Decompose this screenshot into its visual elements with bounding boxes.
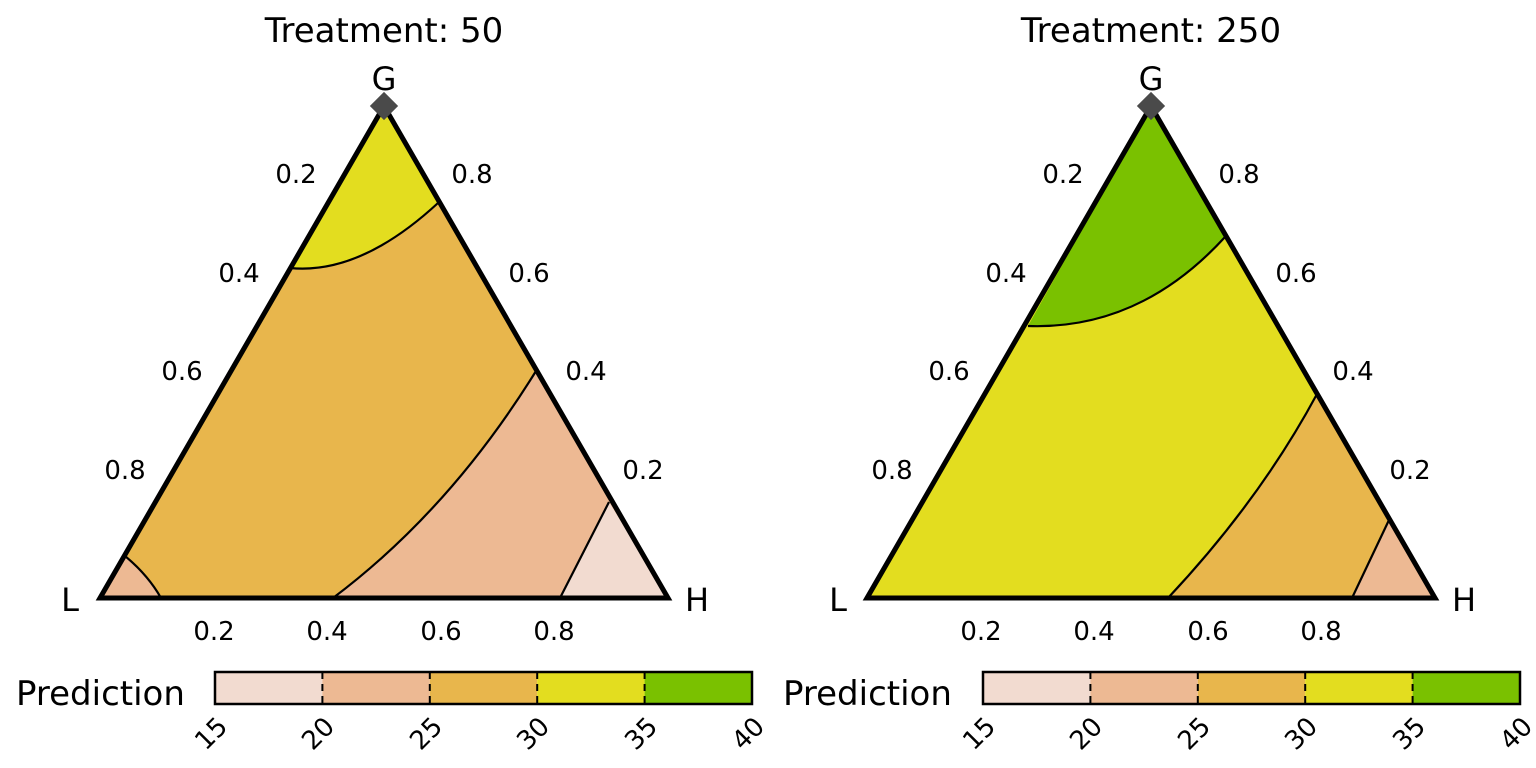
vertex-label-left: L: [61, 581, 79, 619]
legend-tick-label: 20: [1064, 712, 1109, 757]
triangle-border: [862, 100, 1440, 601]
tick-label-left: 0.8: [871, 456, 912, 486]
region-25-30: [1168, 394, 1435, 598]
tick-label-right: 0.2: [622, 456, 663, 486]
tick-label-bottom: 0.2: [193, 617, 234, 647]
vertex-label-right: H: [685, 581, 709, 619]
vertex-label-right: H: [1452, 581, 1476, 619]
legend-swatch: [537, 672, 645, 704]
legend-swatch: [1197, 672, 1306, 704]
legend-tick-label: 25: [1172, 712, 1217, 757]
region-35-40: [1028, 106, 1225, 327]
tick-label-bottom: 0.8: [533, 617, 574, 647]
contour-line: [332, 370, 537, 599]
legend-tick-label: 25: [404, 712, 449, 757]
legend-tick-label: 35: [1387, 712, 1432, 757]
region-20-25: [1352, 520, 1435, 598]
contour-line: [124, 555, 162, 599]
legend-tick-label: 20: [296, 712, 341, 757]
tick-label-bottom: 0.8: [1300, 617, 1341, 647]
region-20-25: [333, 371, 668, 598]
vertex-label-top: G: [1139, 60, 1164, 98]
panel-title: Treatment: 250: [1020, 11, 1281, 51]
legend-swatch: [1305, 672, 1413, 704]
legend-tick-label: 35: [619, 712, 664, 757]
vertex-label-left: L: [829, 581, 847, 619]
tick-label-left: 0.6: [928, 357, 969, 387]
tick-label-right: 0.6: [508, 259, 549, 289]
panel-title: Treatment: 50: [264, 11, 504, 51]
tick-label-right: 0.8: [1218, 160, 1259, 190]
region-15-20: [560, 502, 668, 598]
tick-label-left: 0.8: [104, 456, 145, 486]
contour-line: [289, 202, 439, 270]
contour-line: [1027, 236, 1226, 328]
tick-label-left: 0.4: [218, 259, 259, 289]
tick-label-bottom: 0.4: [1073, 617, 1114, 647]
marked-point-diamond: [1136, 91, 1166, 121]
legend: Prediction 15 20 25 30 35 40: [783, 670, 1536, 757]
legend: Prediction 15 20 25 30 35 40: [16, 670, 771, 757]
tick-label-left: 0.2: [275, 160, 316, 190]
legend-title: Prediction: [783, 674, 952, 714]
vertex-label-top: G: [372, 60, 397, 98]
legend-swatch: [215, 672, 323, 704]
contour-line: [1167, 393, 1318, 599]
legend-tick-label: 40: [1494, 712, 1536, 757]
legend-title: Prediction: [16, 674, 185, 714]
tick-label-right: 0.6: [1275, 259, 1316, 289]
legend-frame: [213, 670, 754, 706]
legend-swatch: [644, 672, 752, 704]
legend-tick-label: 30: [511, 712, 556, 757]
tick-label-right: 0.4: [1332, 357, 1373, 387]
tick-label-bottom: 0.6: [1187, 617, 1228, 647]
legend-tick-label: 15: [189, 712, 234, 757]
tick-label-bottom: 0.4: [306, 617, 347, 647]
ternary-panel-treatment-250: Treatment: 250 G L H 0.2 0.4 0.6 0.8 0.8…: [783, 11, 1536, 756]
legend-swatch: [322, 672, 430, 704]
legend-swatch: [1090, 672, 1198, 704]
tick-label-right: 0.4: [565, 357, 606, 387]
legend-tick-label: 30: [1279, 712, 1324, 757]
tick-label-left: 0.4: [985, 259, 1026, 289]
ternary-panel-treatment-50: Treatment: 50 G L H 0.2 0.4 0.6 0.8 0.8 …: [16, 11, 771, 756]
legend-swatch: [983, 672, 1091, 704]
legend-tick-label: 40: [726, 712, 771, 757]
contour-line: [559, 501, 610, 599]
tick-label-bottom: 0.6: [420, 617, 461, 647]
legend-tick-label: 15: [957, 712, 1002, 757]
contour-line: [1351, 519, 1390, 599]
tick-label-bottom: 0.2: [960, 617, 1001, 647]
tick-label-left: 0.6: [161, 357, 202, 387]
tick-label-right: 0.8: [451, 160, 492, 190]
legend-swatch: [1412, 672, 1520, 704]
triangle-border: [95, 100, 673, 601]
tick-label-left: 0.2: [1042, 160, 1083, 190]
region-20-25-corner: [100, 556, 161, 598]
tick-label-right: 0.2: [1389, 456, 1430, 486]
legend-frame: [981, 670, 1522, 706]
legend-swatch: [429, 672, 538, 704]
